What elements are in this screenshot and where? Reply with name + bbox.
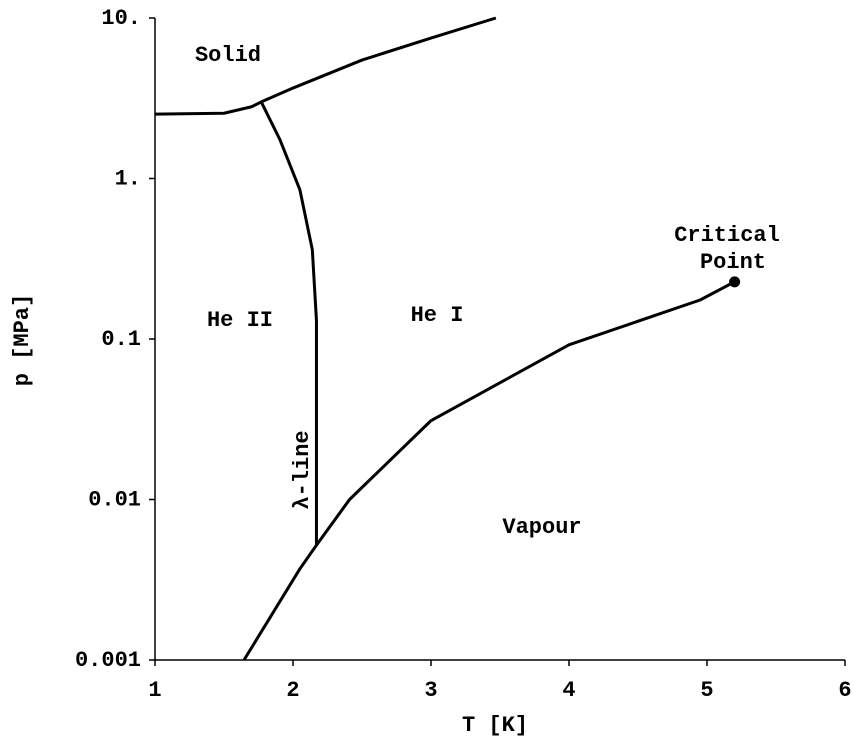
y-tick-label: 0.01 (88, 487, 141, 512)
y-tick-label: 1. (115, 166, 141, 191)
x-tick-label: 3 (424, 678, 437, 703)
x-tick-label: 2 (286, 678, 299, 703)
y-tick-label: 0.001 (75, 648, 141, 673)
annotation: Solid (195, 43, 261, 68)
y-tick-label: 10. (101, 6, 141, 31)
annotation: Vapour (502, 515, 581, 540)
critical-point (729, 276, 741, 288)
x-tick-label: 4 (562, 678, 575, 703)
annotation: λ-line (290, 430, 315, 509)
phase-line (242, 280, 736, 661)
annotation: Point (700, 250, 766, 275)
x-tick-label: 6 (838, 678, 851, 703)
x-tick-label: 5 (700, 678, 713, 703)
x-tick-label: 1 (148, 678, 161, 703)
x-axis-label: T [K] (462, 713, 528, 738)
phase-line (259, 101, 318, 546)
y-tick-label: 0.1 (101, 327, 141, 352)
phase-line (154, 16, 497, 116)
y-axis-label: p [MPa] (10, 294, 35, 386)
annotation: Critical (674, 223, 780, 248)
annotation: He I (411, 303, 464, 328)
annotation: He II (207, 308, 273, 333)
